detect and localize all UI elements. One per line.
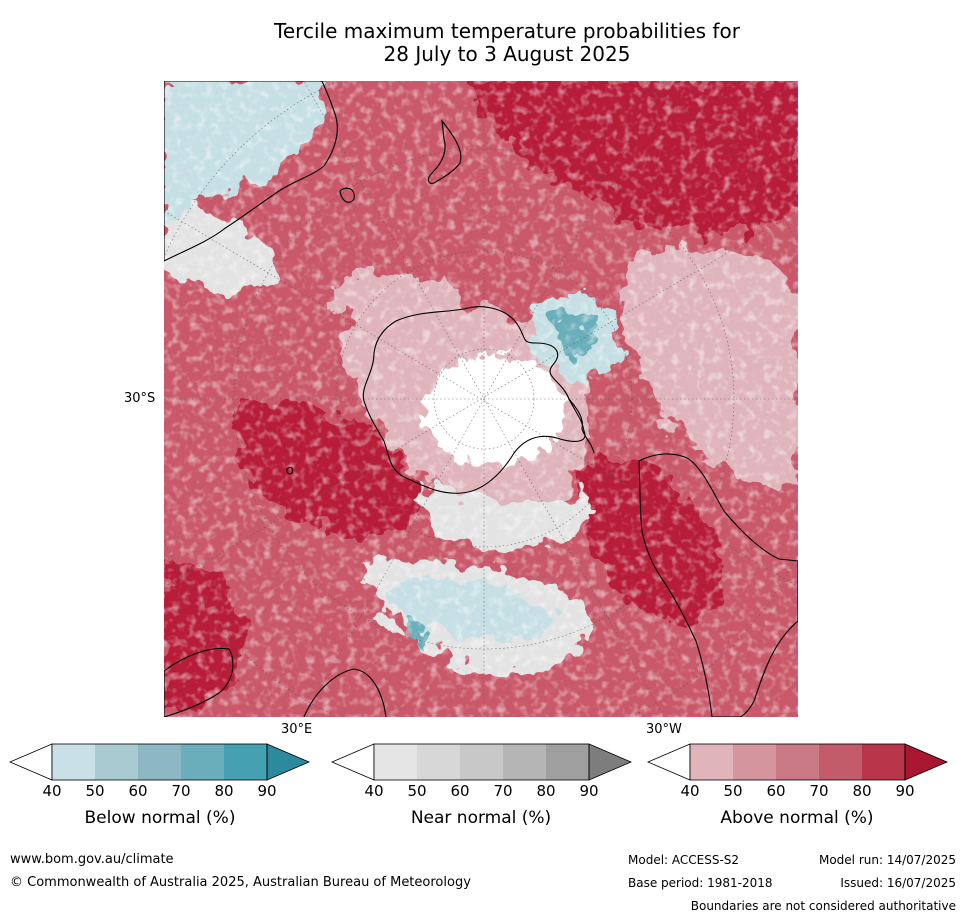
colorbar-title-above-normal: Above normal (%) xyxy=(720,808,874,828)
colorbar-tick: 70 xyxy=(171,782,191,800)
colorbar-max-arrow xyxy=(266,743,311,781)
colorbar-tick: 80 xyxy=(214,782,234,800)
coastline-africa xyxy=(164,647,234,717)
coastline-africa-east xyxy=(303,668,387,717)
colorbar-swatch xyxy=(224,744,267,780)
colorbar-near-normal xyxy=(330,743,633,781)
colorbar-swatch xyxy=(690,744,733,780)
footer-model-run: Model run: 14/07/2025 xyxy=(818,853,956,867)
footer-base-period: Base period: 1981-2018 xyxy=(628,876,773,890)
colorbar-tick: 50 xyxy=(723,782,743,800)
colorbar-outline xyxy=(373,743,590,781)
colorbar-tick: 40 xyxy=(42,782,62,800)
footer-model: Model: ACCESS-S2 xyxy=(628,853,740,867)
colorbar-tick: 80 xyxy=(536,782,556,800)
colorbar-tick: 80 xyxy=(852,782,872,800)
probability-map xyxy=(164,81,798,717)
colorbar-swatch xyxy=(95,744,138,780)
longitude-label-30w: 30°W xyxy=(646,722,682,737)
footer-issued: Issued: 16/07/2025 xyxy=(840,876,956,890)
colorbar-tick: 60 xyxy=(128,782,148,800)
colorbar-tick: 90 xyxy=(895,782,915,800)
colorbar-swatch xyxy=(862,744,905,780)
meridian-line xyxy=(303,81,665,717)
footer-copyright: © Commonwealth of Australia 2025, Austra… xyxy=(10,875,471,890)
colorbar-swatch xyxy=(52,744,95,780)
colorbar-swatch xyxy=(417,744,460,780)
colorbar-tick: 70 xyxy=(809,782,829,800)
colorbar-swatch xyxy=(733,744,776,780)
colorbar-min-arrow xyxy=(646,743,691,781)
colorbar-below-normal xyxy=(8,743,311,781)
map-canvas xyxy=(164,81,798,717)
longitude-label-30e: 30°E xyxy=(281,722,313,737)
title-line-2: 28 July to 3 August 2025 xyxy=(383,42,631,66)
title-line-1: Tercile maximum temperature probabilitie… xyxy=(274,19,740,43)
colorbar-swatch xyxy=(181,744,224,780)
colorbar-tick: 90 xyxy=(257,782,277,800)
latitude-circle xyxy=(433,348,535,450)
footer-disclaimer: Boundaries are not considered authoritat… xyxy=(690,899,956,913)
colorbar-outline xyxy=(689,743,906,781)
coastline-antarctic-peninsula xyxy=(568,398,595,454)
colorbar-tick: 50 xyxy=(407,782,427,800)
meridian-line xyxy=(164,210,798,588)
colorbar-tick: 70 xyxy=(493,782,513,800)
colorbar-tick: 60 xyxy=(766,782,786,800)
colorbar-tick: 90 xyxy=(579,782,599,800)
colorbar-outline xyxy=(51,743,268,781)
coastline-south-america xyxy=(638,453,798,717)
coastline-new-zealand xyxy=(427,119,462,184)
colorbar-above-normal xyxy=(646,743,949,781)
colorbar-swatch xyxy=(460,744,503,780)
colorbar-max-arrow xyxy=(588,743,633,781)
colorbar-title-below-normal: Below normal (%) xyxy=(84,808,236,828)
colorbar-tick: 60 xyxy=(450,782,470,800)
colorbar-swatch xyxy=(776,744,819,780)
colorbar-tick: 40 xyxy=(680,782,700,800)
colorbar-tick: 40 xyxy=(364,782,384,800)
colorbar-min-arrow xyxy=(330,743,375,781)
colorbar-title-near-normal: Near normal (%) xyxy=(410,808,552,828)
coastline-island xyxy=(286,466,294,475)
coastline-tasmania xyxy=(339,187,355,203)
colorbar-swatch xyxy=(819,744,862,780)
coastline-antarctica xyxy=(362,306,586,494)
colorbar-max-arrow xyxy=(904,743,949,781)
map-title: Tercile maximum temperature probabilitie… xyxy=(0,20,965,66)
coastline-australia xyxy=(164,81,338,262)
colorbar-swatch xyxy=(374,744,417,780)
footer-website: www.bom.gov.au/climate xyxy=(10,852,174,867)
colorbar-strip xyxy=(8,743,949,781)
colorbar-swatch xyxy=(503,744,546,780)
latitude-label-30s: 30°S xyxy=(124,391,156,406)
colorbar-tick: 50 xyxy=(85,782,105,800)
colorbar-min-arrow xyxy=(8,743,53,781)
colorbar-swatch xyxy=(546,744,589,780)
colorbar-swatch xyxy=(138,744,181,780)
